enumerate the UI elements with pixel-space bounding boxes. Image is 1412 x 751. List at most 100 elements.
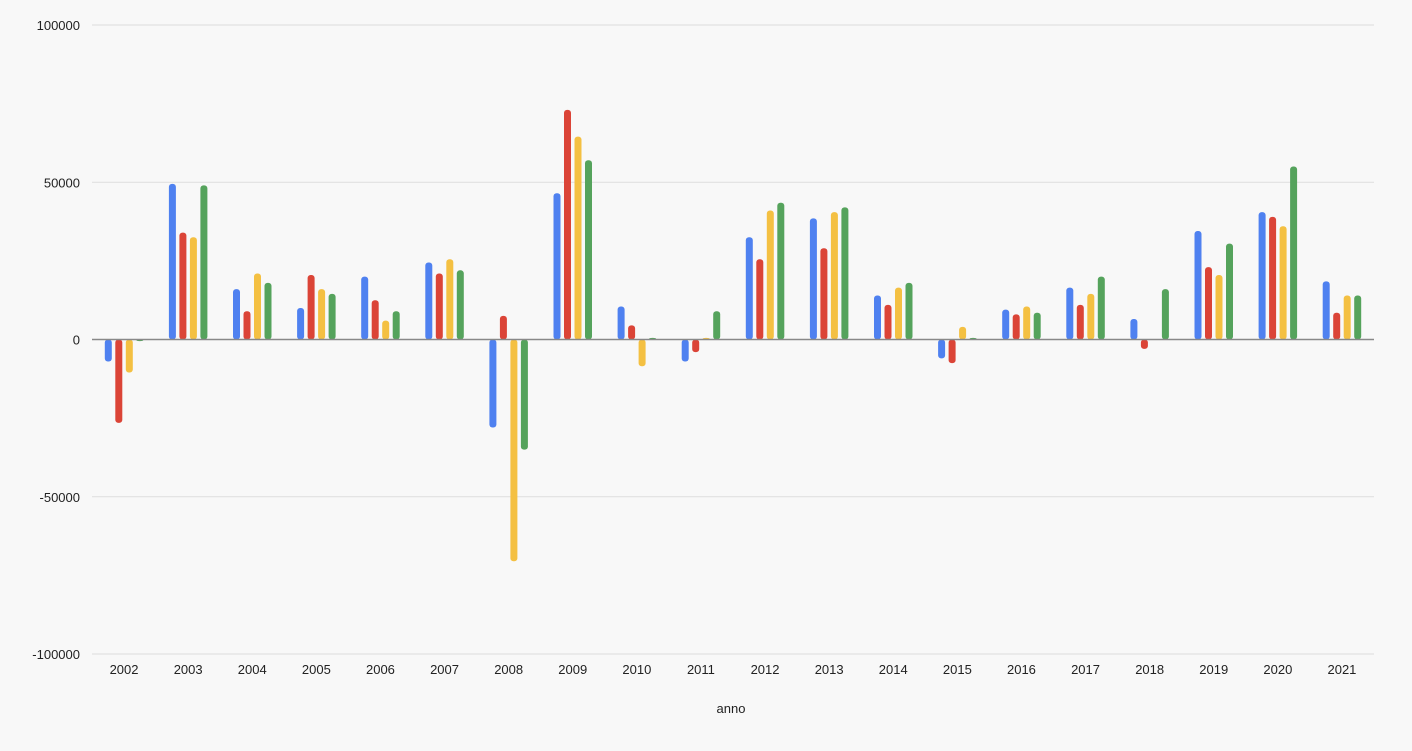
bar-2004-series-3 — [254, 273, 261, 340]
y-tick-label: 100000 — [37, 18, 80, 33]
bar-2019-series-4 — [1226, 243, 1233, 340]
bar-2014-series-4 — [905, 282, 913, 340]
x-tick-label: 2005 — [302, 662, 331, 677]
bar-2006-series-2 — [371, 300, 379, 340]
bar-2007-series-3 — [446, 259, 454, 340]
y-tick-label: 0 — [73, 333, 80, 348]
x-tick-label: 2021 — [1327, 662, 1356, 677]
bar-2006-series-1 — [361, 276, 369, 340]
bar-2003-series-4 — [200, 185, 208, 340]
bar-2017-series-2 — [1076, 304, 1084, 340]
bar-2012-series-4 — [777, 202, 785, 340]
bar-2005-series-1 — [297, 308, 305, 340]
bar-2004-series-2 — [243, 311, 251, 340]
bar-2005-series-2 — [307, 275, 315, 340]
bar-2006-series-4 — [392, 311, 400, 340]
bar-2021-series-1 — [1322, 281, 1330, 340]
bar-2011-series-4 — [713, 311, 721, 340]
bar-2009-series-4 — [585, 160, 592, 340]
x-tick-label: 2017 — [1071, 662, 1100, 677]
bar-2004-series-4 — [264, 282, 272, 340]
x-tick-label: 2007 — [430, 662, 459, 677]
bar-2019-series-1 — [1194, 230, 1202, 340]
bar-2008-series-3 — [510, 339, 518, 562]
bar-2004-series-1 — [233, 289, 240, 340]
x-tick-label: 2011 — [687, 662, 715, 677]
bar-2008-series-4 — [520, 339, 528, 450]
bar-2015-series-1 — [938, 339, 946, 359]
bar-2013-series-2 — [820, 248, 828, 340]
bar-2003-series-3 — [189, 237, 197, 340]
bar-2018-series-2 — [1140, 339, 1148, 349]
bar-2002-series-2 — [115, 339, 123, 423]
x-tick-label: 2015 — [943, 662, 972, 677]
bar-2016-series-2 — [1012, 314, 1020, 340]
bar-2017-series-3 — [1087, 293, 1095, 340]
bar-2016-series-4 — [1033, 312, 1041, 340]
y-tick-label: 50000 — [44, 175, 80, 190]
bar-2013-series-3 — [830, 212, 838, 340]
bar-2017-series-4 — [1097, 276, 1105, 340]
bar-2019-series-2 — [1205, 267, 1212, 340]
x-tick-label: 2004 — [238, 662, 267, 677]
y-tick-label: -100000 — [32, 647, 80, 662]
bar-2013-series-4 — [841, 207, 849, 340]
x-tick-label: 2008 — [494, 662, 523, 677]
bar-2020-series-4 — [1290, 166, 1298, 340]
bar-2002-series-1 — [104, 339, 112, 362]
y-tick-label: -50000 — [40, 490, 80, 505]
bar-2014-series-2 — [884, 304, 892, 340]
bar-2015-series-2 — [948, 339, 956, 364]
bar-2021-series-2 — [1333, 312, 1341, 340]
bar-2003-series-2 — [179, 232, 187, 340]
bar-2021-series-4 — [1354, 295, 1362, 340]
bar-2005-series-4 — [328, 293, 336, 340]
bar-2020-series-3 — [1279, 226, 1287, 340]
bar-2019-series-3 — [1215, 275, 1223, 340]
bar-2010-series-1 — [617, 306, 625, 340]
bar-2010-series-3 — [638, 339, 646, 367]
bar-2017-series-1 — [1066, 287, 1074, 340]
bar-2009-series-1 — [553, 193, 561, 340]
bar-2008-series-1 — [489, 339, 497, 428]
bar-2011-series-1 — [681, 339, 689, 362]
bar-2006-series-3 — [382, 320, 390, 340]
x-tick-label: 2012 — [751, 662, 780, 677]
x-tick-label: 2016 — [1007, 662, 1036, 677]
bar-2008-series-2 — [499, 315, 507, 340]
bar-2007-series-1 — [425, 262, 433, 340]
bar-2013-series-1 — [809, 218, 817, 340]
bar-2012-series-2 — [756, 259, 764, 340]
bar-2010-series-2 — [628, 325, 636, 340]
bar-2016-series-1 — [1002, 309, 1010, 340]
bar-2020-series-2 — [1269, 216, 1277, 340]
bar-2018-series-1 — [1130, 319, 1138, 340]
x-tick-label: 2018 — [1135, 662, 1164, 677]
x-tick-label: 2013 — [815, 662, 844, 677]
x-tick-label: 2019 — [1199, 662, 1228, 677]
bar-2009-series-2 — [564, 109, 571, 340]
bar-2015-series-3 — [959, 326, 967, 340]
bar-2011-series-2 — [692, 339, 700, 353]
bar-2014-series-3 — [895, 287, 902, 340]
bar-2020-series-1 — [1258, 212, 1266, 340]
x-tick-label: 2014 — [879, 662, 908, 677]
bar-2009-series-3 — [574, 136, 582, 340]
x-tick-label: 2010 — [622, 662, 651, 677]
x-tick-label: 2003 — [174, 662, 203, 677]
x-axis-title: anno — [717, 701, 746, 716]
x-tick-label: 2006 — [366, 662, 395, 677]
bar-2002-series-3 — [125, 339, 133, 373]
x-tick-label: 2020 — [1263, 662, 1292, 677]
bar-2014-series-1 — [874, 295, 881, 340]
bar-2016-series-3 — [1023, 306, 1031, 340]
x-tick-label: 2002 — [110, 662, 139, 677]
bar-2005-series-3 — [318, 289, 326, 340]
bar-2003-series-1 — [168, 183, 176, 340]
gridlines — [92, 24, 1374, 655]
x-tick-label: 2009 — [558, 662, 587, 677]
bar-2007-series-2 — [435, 273, 443, 340]
bar-2021-series-3 — [1343, 295, 1351, 340]
